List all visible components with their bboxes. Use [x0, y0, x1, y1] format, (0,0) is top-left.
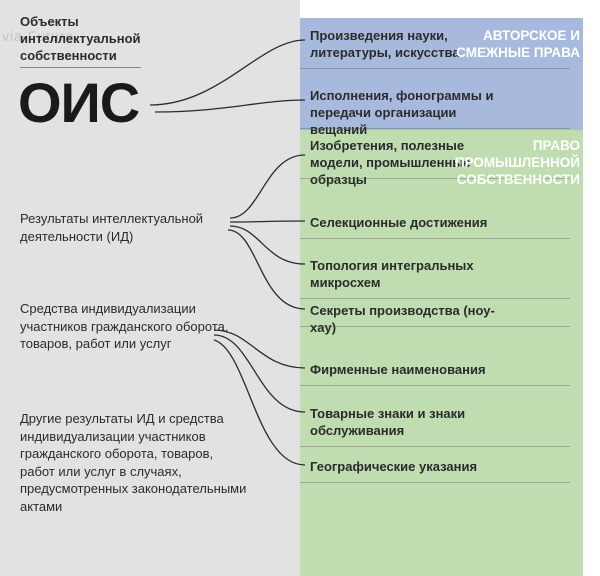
item-divider [300, 326, 570, 327]
right-item: Фирменные наименования [310, 362, 510, 379]
left-category: Другие результаты ИД и средства индивиду… [20, 410, 250, 515]
header-title: Объектыинтеллектуальнойсобственности [20, 14, 141, 68]
item-divider [300, 128, 570, 129]
item-divider [300, 68, 570, 69]
right-item: Исполнения, фонограммы и передачи органи… [310, 88, 510, 139]
item-divider [300, 482, 570, 483]
item-divider [300, 385, 570, 386]
section-header: АВТОРСКОЕ И СМЕЖНЫЕ ПРАВА [440, 28, 580, 62]
left-category: Средства индивидуализации участников гра… [20, 300, 250, 353]
right-item: Географические указания [310, 459, 510, 476]
section-header: ПРАВО ПРОМЫШЛЕННОЙ СОБСТВЕННОСТИ [440, 138, 580, 189]
main-acronym: ОИС [18, 70, 139, 135]
right-item: Селекционные достижения [310, 215, 510, 232]
right-item: Секреты производства (ноу-хау) [310, 303, 510, 337]
item-divider [300, 238, 570, 239]
item-divider [300, 298, 570, 299]
item-divider [300, 446, 570, 447]
right-item: Товарные знаки и знаки обслуживания [310, 406, 510, 440]
left-category: Результаты интеллектуальной деятельности… [20, 210, 250, 245]
right-section [300, 130, 583, 576]
right-item: Топология интегральных микросхем [310, 258, 510, 292]
